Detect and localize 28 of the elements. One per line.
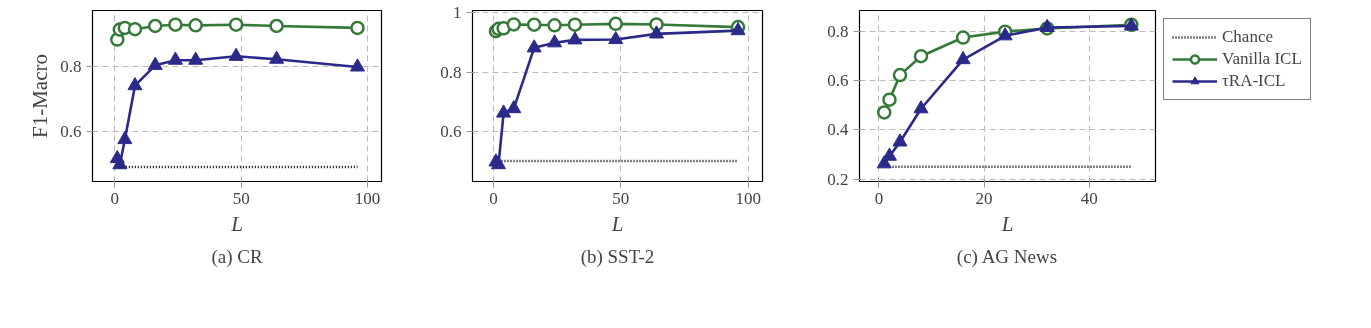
y-tick-label: 1 bbox=[453, 3, 462, 23]
x-tick-label: 20 bbox=[975, 188, 993, 208]
legend-label: Chance bbox=[1222, 27, 1273, 47]
text: (b) SST-2 bbox=[580, 245, 655, 268]
x-axis-title: L bbox=[610, 211, 624, 236]
x-tick-label: 50 bbox=[612, 188, 630, 208]
x-tick-label: 40 bbox=[1080, 188, 1098, 208]
legend-label: Vanilla ICL bbox=[1222, 49, 1302, 69]
x-tick-label: 100 bbox=[354, 188, 381, 208]
text: (a) CR bbox=[211, 245, 263, 268]
y-tick-label: 0.8 bbox=[440, 62, 462, 82]
y-axis-title: F1-Macro bbox=[28, 54, 53, 138]
x-tick-label: 0 bbox=[489, 188, 498, 208]
y-tick-label: 0.6 bbox=[827, 71, 849, 91]
x-axis-title: L bbox=[230, 211, 243, 236]
x-tick-label: 0 bbox=[874, 188, 884, 208]
y-tick-label: 0.8 bbox=[827, 22, 849, 42]
x-tick-label: 0 bbox=[110, 188, 119, 208]
y-tick-label: 0.8 bbox=[60, 57, 82, 77]
x-tick-label: 100 bbox=[735, 188, 761, 208]
x-axis-title: L bbox=[1000, 211, 1014, 236]
y-tick-label: 0.6 bbox=[60, 121, 82, 141]
x-tick-label: 50 bbox=[232, 188, 250, 208]
legend-label: τRA-ICL bbox=[1222, 71, 1286, 91]
text: (c) AG News bbox=[956, 245, 1058, 268]
y-tick-label: 0.4 bbox=[827, 120, 849, 140]
y-tick-label: 0.6 bbox=[440, 121, 462, 141]
y-tick-label: 0.2 bbox=[827, 169, 849, 189]
